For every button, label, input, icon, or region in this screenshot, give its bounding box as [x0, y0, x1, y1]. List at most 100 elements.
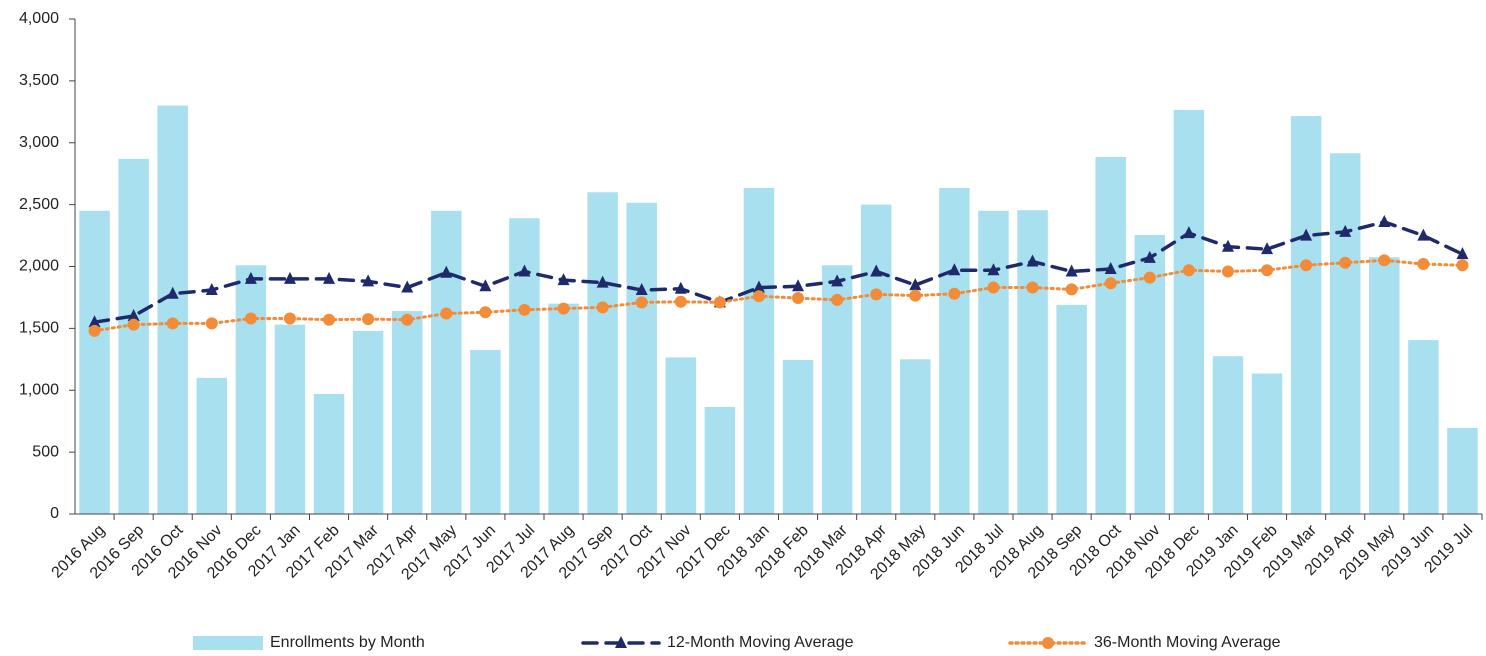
point-marker — [1339, 224, 1352, 237]
point-marker — [323, 271, 336, 284]
point-marker — [479, 279, 492, 292]
point-marker — [362, 274, 375, 287]
point-marker — [166, 286, 179, 299]
point-marker — [479, 306, 492, 319]
bar — [196, 377, 228, 514]
line — [93, 258, 1464, 333]
point-marker — [870, 288, 883, 301]
bar — [1408, 340, 1439, 514]
point-marker — [401, 280, 414, 293]
y-tick-label: 2,500 — [19, 196, 59, 213]
bar — [431, 210, 462, 514]
bar — [1447, 427, 1478, 514]
point-marker — [792, 292, 805, 305]
point-marker — [127, 318, 140, 331]
bar — [743, 187, 775, 514]
bar — [548, 303, 579, 514]
point-marker — [909, 278, 922, 291]
point-marker — [1143, 271, 1156, 284]
bar — [1369, 257, 1400, 514]
bar — [352, 330, 384, 514]
point-marker — [870, 264, 883, 277]
point-marker — [88, 315, 101, 328]
point-marker — [518, 264, 531, 277]
y-tick-label: 3,500 — [19, 72, 59, 89]
point-marker — [831, 274, 844, 287]
point-marker — [987, 263, 1000, 276]
point-marker — [244, 271, 257, 284]
bar — [978, 210, 1009, 514]
bar — [313, 393, 345, 514]
bar — [626, 202, 657, 515]
point-marker — [674, 281, 687, 294]
point-marker — [909, 289, 922, 302]
point-marker — [440, 265, 453, 278]
point-marker — [1261, 242, 1274, 255]
bar — [1095, 156, 1126, 514]
point-marker — [831, 293, 844, 306]
bar — [860, 204, 892, 514]
bar — [157, 105, 188, 514]
point-marker — [1104, 261, 1117, 274]
point-marker — [557, 273, 570, 286]
bar — [900, 359, 931, 514]
bar — [509, 218, 540, 515]
point-marker — [1378, 214, 1391, 227]
bar — [1056, 304, 1087, 514]
legend-label: Enrollments by Month — [270, 634, 425, 651]
point-marker — [440, 307, 453, 320]
bar — [1212, 356, 1244, 514]
point-marker — [1026, 281, 1039, 294]
point-marker — [1300, 228, 1313, 241]
line — [92, 220, 1465, 324]
point-marker — [987, 281, 1000, 294]
point-marker — [596, 301, 609, 314]
point-marker — [1065, 264, 1078, 277]
legend-item: 36-Month Moving Average — [1008, 634, 1281, 651]
bar — [391, 311, 423, 514]
y-tick-label: 1,500 — [19, 320, 59, 337]
bar — [821, 265, 853, 514]
point-marker — [283, 271, 296, 284]
point-marker — [948, 287, 961, 300]
point-marker — [948, 263, 961, 276]
point-marker — [1456, 259, 1469, 272]
bar — [274, 324, 306, 514]
bar — [79, 210, 110, 514]
point-marker — [401, 313, 414, 326]
bar — [587, 192, 618, 514]
y-tick-label: 4,000 — [19, 10, 59, 27]
y-tick-label: 3,000 — [19, 134, 59, 151]
bar — [939, 187, 970, 514]
point-marker — [518, 303, 531, 316]
point-marker — [1417, 228, 1430, 241]
y-tick-label: 1,000 — [19, 381, 59, 398]
point-marker — [1221, 239, 1234, 252]
point-marker — [674, 295, 687, 308]
point-marker — [1378, 254, 1391, 267]
point-marker — [205, 283, 218, 296]
point-marker — [1417, 258, 1430, 271]
point-marker — [205, 317, 218, 330]
point-marker — [713, 296, 726, 309]
point-marker — [127, 309, 140, 321]
point-marker — [1221, 265, 1234, 278]
point-marker — [1143, 250, 1156, 263]
y-tick-label: 2,000 — [19, 258, 59, 275]
legend-item: 12-Month Moving Average — [581, 634, 854, 651]
bar — [665, 357, 697, 514]
point-marker — [1104, 277, 1117, 290]
point-marker — [557, 302, 570, 315]
legend-label: 36-Month Moving Average — [1094, 634, 1281, 651]
bar — [470, 350, 501, 514]
point-marker — [596, 275, 609, 288]
point-marker — [1182, 264, 1195, 277]
bar — [1173, 109, 1205, 515]
point-marker — [1300, 259, 1313, 272]
point-marker — [1065, 283, 1078, 296]
point-marker — [88, 324, 101, 337]
bar — [1251, 373, 1283, 514]
point-marker — [244, 312, 257, 325]
point-marker — [792, 279, 805, 292]
